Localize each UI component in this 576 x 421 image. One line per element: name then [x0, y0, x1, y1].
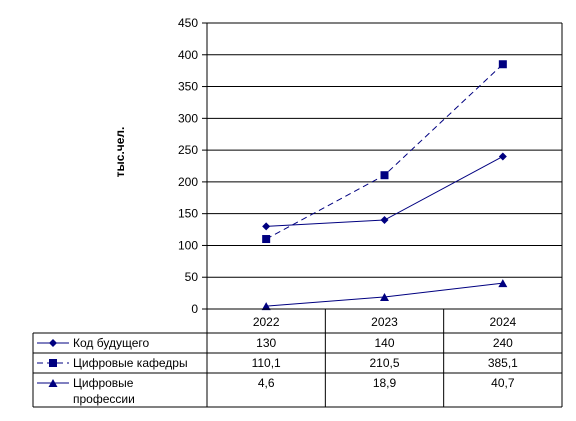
x-tick-label: 2024 [489, 315, 516, 329]
series-line [265, 63, 504, 240]
table-cell-value: 385,1 [488, 356, 518, 370]
data-point [380, 216, 389, 225]
table-cell-value: 210,5 [369, 356, 399, 370]
y-tick-label: 50 [185, 270, 199, 284]
y-tick-label: 400 [178, 48, 198, 62]
data-point [380, 292, 389, 301]
series-line [266, 156, 504, 227]
y-tick-label: 450 [178, 16, 198, 30]
data-point [261, 302, 271, 311]
y-tick-label: 300 [178, 111, 198, 125]
table-cell-value: 40,7 [491, 376, 515, 390]
legend-key-marker [49, 339, 57, 347]
data-point [262, 222, 271, 231]
y-tick-label: 250 [178, 143, 198, 157]
y-tick-label: 150 [178, 207, 198, 221]
table-cell-value: 130 [256, 336, 276, 350]
legend-label: Код будущего [73, 336, 149, 350]
table-cell-value: 18,9 [373, 376, 397, 390]
x-tick-label: 2022 [253, 315, 280, 329]
y-axis-ticks: 0 50 100 150 200 250 300 350 400 450 [178, 16, 207, 316]
x-tick-label: 2023 [371, 315, 398, 329]
y-tick-label: 350 [178, 80, 198, 94]
series-2 [262, 60, 507, 244]
table-cell-value: 240 [493, 336, 513, 350]
legend-label: Цифровые [73, 376, 134, 390]
table-cell-value: 110,1 [252, 356, 281, 370]
y-tick-label: 200 [178, 175, 198, 189]
y-tick-label: 0 [191, 302, 198, 316]
legend-key-marker [49, 359, 57, 367]
plot-area [206, 23, 563, 309]
gridlines [207, 22, 562, 278]
data-point [262, 235, 271, 244]
data-point [498, 60, 507, 69]
y-tick-label: 100 [178, 238, 198, 252]
table-cell-value: 4,6 [258, 376, 275, 390]
data-point [498, 152, 507, 161]
legend-label: профессии [73, 392, 135, 406]
data-point [380, 171, 389, 180]
y-axis-label: тыс.чел. [113, 127, 127, 178]
series-lines [261, 60, 508, 311]
series-3 [261, 279, 508, 311]
series-1 [262, 152, 507, 231]
legend-label: Цифровые кафедры [73, 356, 188, 370]
legend-key-marker [48, 379, 58, 387]
data-table: 2022 2023 2024 Код будущего 130 140 240 Цифровы… [32, 308, 563, 408]
data-point [498, 279, 508, 288]
table-cell-value: 140 [374, 336, 394, 350]
